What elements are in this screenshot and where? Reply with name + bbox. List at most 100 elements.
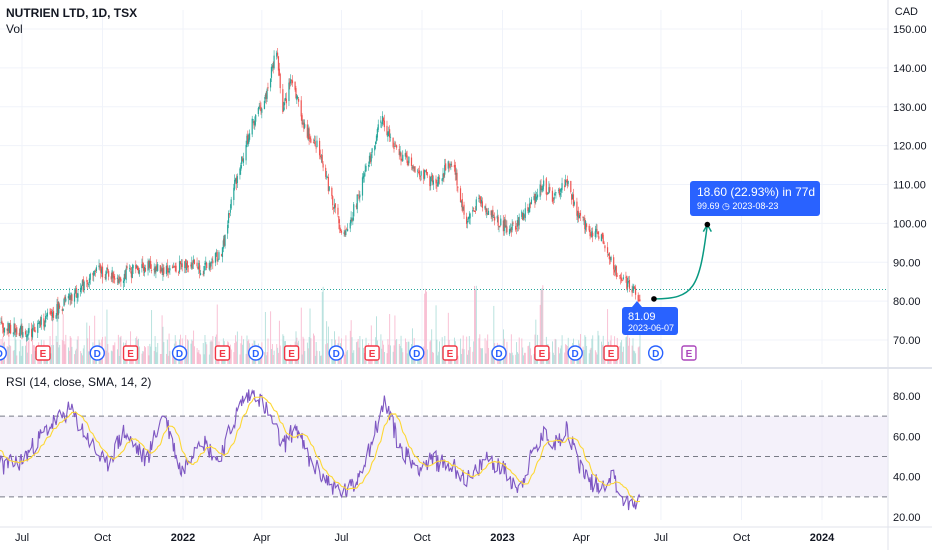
candle-body (344, 230, 346, 236)
candle-body (163, 267, 165, 274)
candle-body (565, 180, 568, 182)
volume-bar (439, 341, 441, 364)
volume-bar (425, 291, 427, 364)
candle-body (504, 219, 506, 228)
volume-bar (488, 347, 490, 364)
volume-bar (273, 350, 275, 364)
volume-bar (242, 344, 244, 364)
volume-bar (592, 335, 594, 364)
volume-bar (246, 335, 248, 364)
volume-bar (276, 344, 278, 364)
candle-body (204, 263, 206, 265)
candle-body (579, 212, 582, 216)
callout-box (690, 181, 820, 216)
candle-body (136, 265, 138, 268)
candle-body (264, 94, 266, 99)
candle-body (77, 293, 79, 298)
candle-body (613, 257, 615, 270)
candle-body (20, 324, 22, 330)
volume-bar (166, 353, 167, 364)
earnings-marker: E (35, 345, 51, 361)
candle-body (437, 182, 439, 186)
volume-bar (343, 352, 345, 364)
volume-bar (467, 350, 469, 364)
dividend-letter: D (413, 349, 420, 360)
volume-bar (463, 349, 465, 364)
volume-bar (19, 339, 21, 364)
earnings-letter: E (608, 349, 615, 360)
volume-bar (106, 309, 108, 364)
candle-body (95, 267, 97, 271)
candle-body (473, 210, 476, 212)
candle-body (67, 296, 69, 299)
volume-bar (517, 353, 519, 364)
volume-bar (243, 339, 244, 364)
earnings-square (283, 345, 300, 361)
candle-body (490, 210, 492, 216)
volume-bar (145, 347, 146, 364)
volume-bar (424, 293, 426, 364)
volume-bar (457, 355, 459, 364)
candle-body (168, 270, 170, 273)
candle-body (613, 269, 616, 273)
volume-bar (322, 286, 324, 364)
candle-body (558, 189, 561, 196)
earnings-marker: E (283, 345, 300, 361)
candle-body (606, 247, 609, 253)
volume-bar (21, 346, 23, 364)
candle-body (171, 266, 174, 269)
candle-body (591, 231, 593, 237)
candle-body (22, 332, 24, 338)
candle-body (328, 186, 330, 191)
volume-bar (279, 345, 281, 364)
dividend-circle (647, 345, 664, 361)
candle-body (567, 180, 569, 184)
earnings-square (35, 345, 51, 361)
dividend-circle (171, 345, 188, 361)
candle-body (543, 180, 545, 187)
candle-body (56, 304, 58, 316)
candle-body (76, 296, 78, 298)
rsi-tick-label: 40.00 (893, 472, 921, 484)
candle-body (441, 178, 443, 182)
candle-body (285, 98, 287, 104)
volume-bar (7, 346, 9, 364)
candle-body (509, 228, 512, 232)
candle-body (81, 280, 83, 286)
volume-bar (594, 350, 596, 364)
candle-body (402, 154, 404, 162)
candle-body (106, 267, 108, 270)
candle-body (192, 259, 195, 263)
candle-body (205, 262, 207, 265)
volume-bar (162, 326, 164, 364)
candle-body (480, 199, 483, 204)
volume-bar (138, 346, 140, 364)
volume-bar (198, 349, 200, 364)
volume-bar (539, 304, 541, 364)
candle-body (511, 223, 513, 231)
candle-body (272, 65, 274, 68)
volume-bar (588, 353, 590, 364)
candle-body (160, 270, 162, 272)
volume-bar (426, 349, 428, 364)
candle-body (505, 225, 507, 228)
candle-body (472, 209, 474, 212)
candle-body (620, 276, 622, 279)
candle-body (254, 121, 256, 125)
price-tick-label: 140.00 (893, 63, 927, 75)
candle-body (156, 265, 158, 270)
candle-body (248, 133, 251, 140)
volume-bar (326, 321, 328, 364)
candle-body (590, 234, 592, 236)
candle-body (609, 256, 611, 259)
candle-body (62, 308, 64, 311)
candle-body (343, 232, 345, 234)
candle-body (52, 311, 55, 318)
candle-body (467, 217, 469, 220)
volume-bar (598, 335, 600, 364)
candle-body (594, 231, 596, 237)
candle-body (570, 180, 572, 192)
candle-body (240, 165, 242, 171)
volume-bar (150, 346, 152, 364)
